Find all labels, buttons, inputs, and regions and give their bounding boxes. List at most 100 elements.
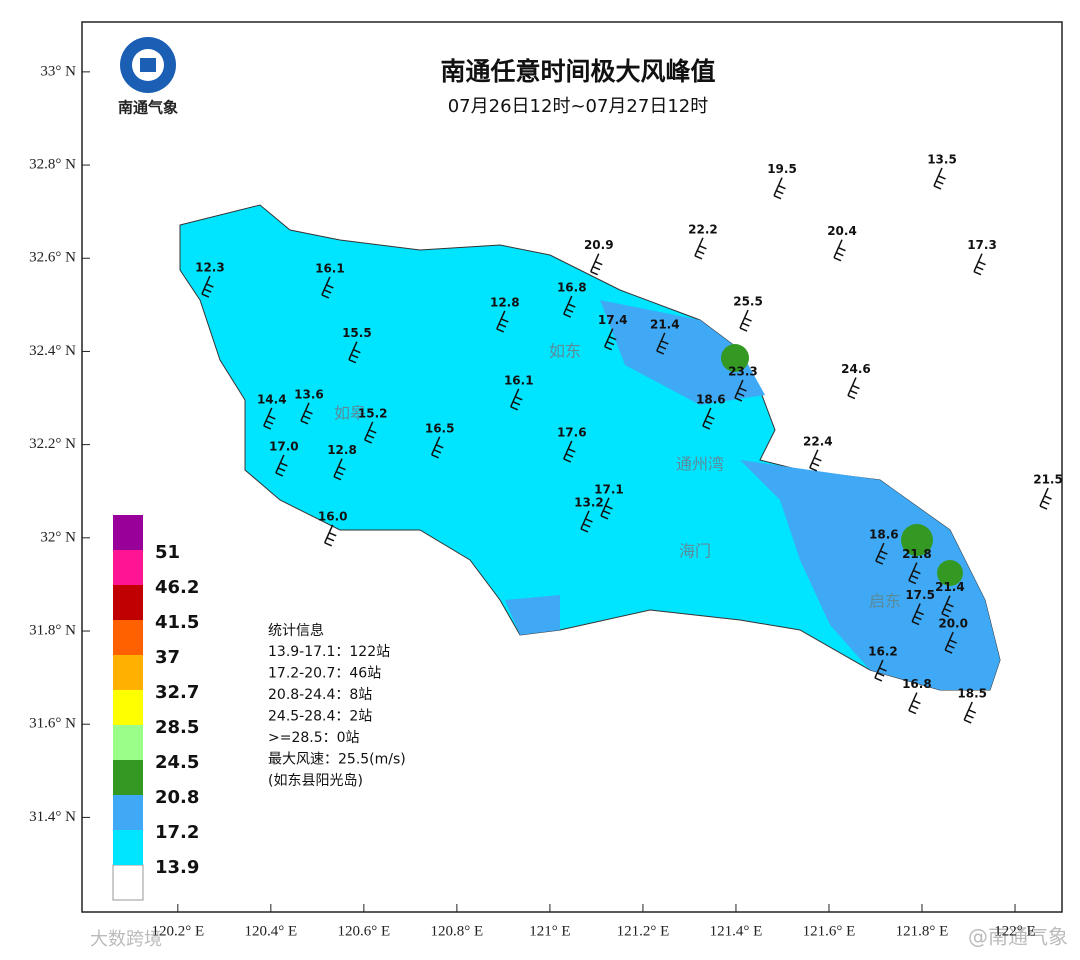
wind-barb <box>321 276 334 299</box>
station-value: 16.8 <box>557 281 587 295</box>
station-value: 21.4 <box>650 317 680 331</box>
barb-flag <box>498 323 507 328</box>
wind-barb <box>563 295 576 318</box>
legend-label: 46.2 <box>155 577 199 598</box>
y-tick-label: 32.4° N <box>29 343 76 359</box>
barb-flag <box>978 260 986 266</box>
stats-box: 统计信息 13.9-17.1：122站 17.2-20.7：46站 20.8-24.… <box>268 622 406 789</box>
barb-staff <box>833 239 843 258</box>
barb-flag <box>944 649 953 654</box>
barb-flag <box>773 195 782 200</box>
station-value: 16.0 <box>318 509 348 523</box>
barb-flag <box>435 444 444 449</box>
station-value: 20.9 <box>584 238 614 252</box>
wind-barb <box>941 595 954 618</box>
barb-flag <box>849 389 858 395</box>
x-tick-label: 120.4° E <box>245 923 298 939</box>
legend-swatch <box>113 725 143 760</box>
barb-staff <box>908 692 918 711</box>
barb-flag <box>602 510 611 515</box>
barb-flag <box>908 579 917 585</box>
barb-flag <box>500 318 509 323</box>
x-tick-label: 121.8° E <box>896 923 949 939</box>
barb-flag <box>328 532 337 537</box>
barb-flag <box>1044 495 1052 500</box>
wind-barb <box>324 524 337 547</box>
barb-staff <box>739 309 749 329</box>
legend-swatch <box>113 515 143 550</box>
barb-flag <box>835 251 844 257</box>
barb-flag <box>206 283 214 288</box>
station-value: 22.2 <box>688 222 718 236</box>
station-value: 17.0 <box>269 439 299 453</box>
legend-label: 37 <box>155 647 180 668</box>
station-value: 18.6 <box>696 392 726 406</box>
barb-flag <box>736 392 745 397</box>
station-value: 21.5 <box>1033 473 1063 487</box>
wind-barb <box>201 275 214 298</box>
legend-label: 28.5 <box>155 717 199 738</box>
legend-swatch <box>113 620 143 655</box>
barb-flag <box>946 602 954 608</box>
barb-staff <box>333 458 343 477</box>
wind-barb <box>496 310 509 333</box>
legend-label: 51 <box>155 542 180 563</box>
station-value: 13.6 <box>294 387 324 401</box>
barb-flag <box>590 270 599 276</box>
station-value: 18.6 <box>869 528 899 542</box>
barb-staff <box>875 542 885 562</box>
y-tick-label: 31.8° N <box>29 622 76 638</box>
barb-staff <box>604 328 614 347</box>
legend-swatch <box>113 655 143 690</box>
barb-flag <box>913 699 921 705</box>
y-tick-label: 31.4° N <box>29 809 76 825</box>
zone-green <box>901 524 933 556</box>
barb-flag <box>908 709 917 715</box>
barb-flag <box>910 704 919 710</box>
barb-staff <box>324 524 334 544</box>
barb-flag <box>275 472 284 477</box>
legend-label: 20.8 <box>155 787 199 808</box>
barb-flag <box>811 462 820 467</box>
wind-barb <box>333 458 346 481</box>
barb-flag <box>333 476 342 481</box>
wind-barb <box>944 631 957 654</box>
barb-staff <box>773 177 783 197</box>
x-tick-label: 120.8° E <box>431 923 484 939</box>
barb-flag <box>852 384 860 390</box>
barb-flag <box>563 313 572 318</box>
wind-barb <box>694 237 707 260</box>
barb-flag <box>966 714 974 719</box>
barb-flag <box>775 190 784 195</box>
barb-flag <box>364 439 372 444</box>
legend-swatch <box>113 550 143 585</box>
barb-flag <box>913 569 921 575</box>
barb-flag <box>707 415 715 420</box>
watermark: 大数跨境 <box>90 929 162 950</box>
barb-flag <box>879 667 887 672</box>
barb-flag <box>335 471 344 476</box>
stats-line: 17.2-20.7：46站 <box>268 666 381 682</box>
map-subtitle: 07月26日12时~07月27日12时 <box>448 96 709 117</box>
y-tick-label: 32.2° N <box>29 436 76 452</box>
barb-flag <box>203 288 212 293</box>
barb-flag <box>973 270 982 276</box>
station-value: 21.8 <box>902 547 932 561</box>
barb-flag <box>910 574 919 580</box>
barb-flag <box>368 429 377 434</box>
station-value: 17.5 <box>905 588 935 602</box>
region-label: 海门 <box>679 542 711 561</box>
barb-flag <box>658 345 667 350</box>
station-value: 13.2 <box>574 495 604 509</box>
barb-flag <box>875 560 884 565</box>
legend-swatch <box>113 830 143 865</box>
barb-flag <box>876 672 885 677</box>
wind-barb <box>656 332 669 355</box>
barb-flag <box>324 542 332 547</box>
wind-barb <box>809 449 822 472</box>
station-value: 15.5 <box>342 326 372 340</box>
barb-flag <box>433 449 442 454</box>
wind-barb <box>874 659 887 682</box>
wind-barb <box>908 562 921 585</box>
region-label: 如东 <box>549 342 581 361</box>
